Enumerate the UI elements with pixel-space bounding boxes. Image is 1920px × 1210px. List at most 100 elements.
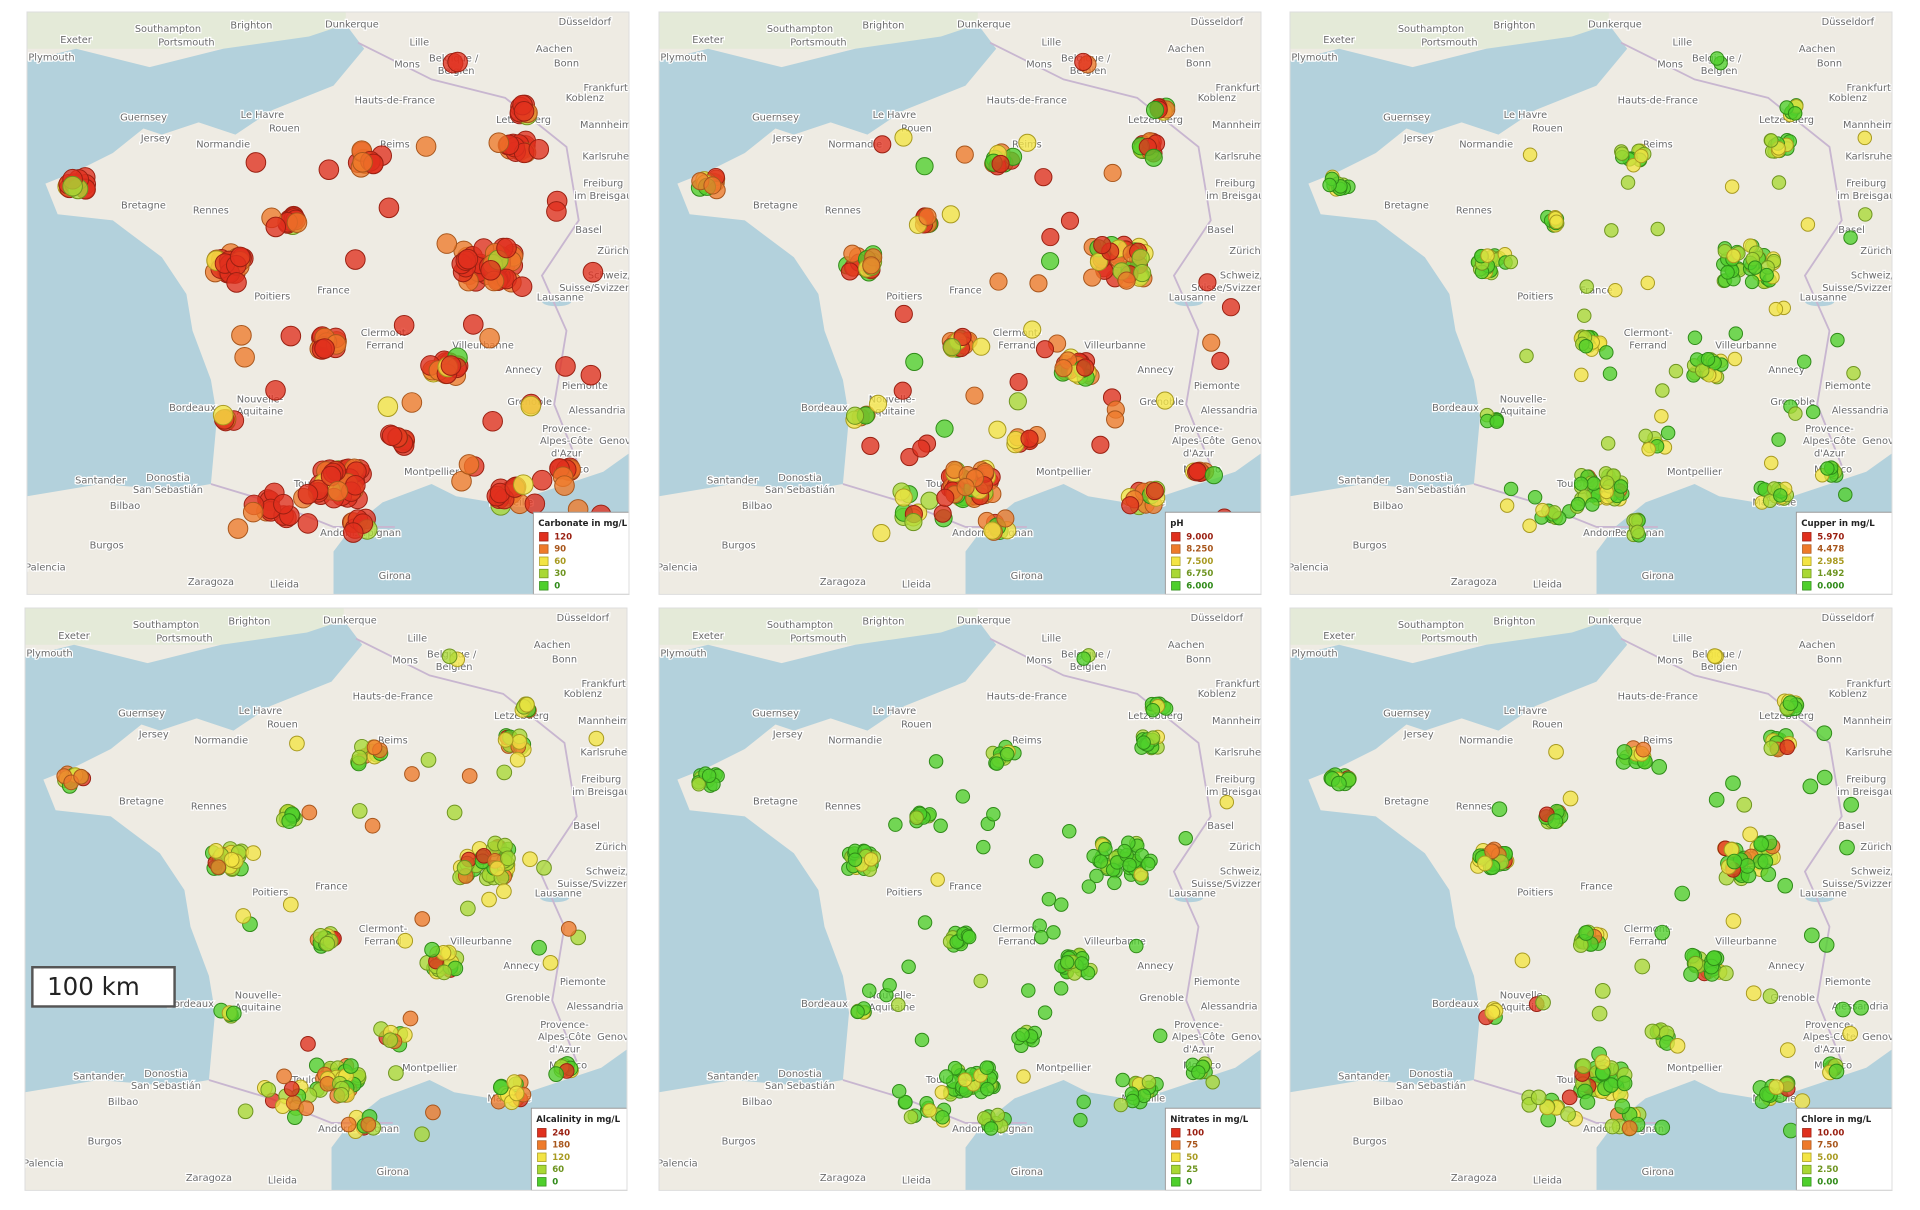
place-label: Zaragoza — [186, 1173, 232, 1184]
sample-dot — [1577, 308, 1592, 323]
sample-dot — [73, 768, 90, 785]
sample-dot — [457, 248, 479, 270]
place-label: Le Havre — [873, 110, 916, 121]
map-content: Exeter Southampton Brighton Portsmouth Plymo… — [1290, 608, 1892, 1191]
place-label: Aachen — [534, 640, 571, 651]
sample-dot — [1035, 340, 1055, 359]
sample-dot — [1480, 248, 1495, 263]
place-label: Hauts-de-France — [355, 95, 435, 106]
sample-dot — [988, 420, 1007, 439]
place-label: Grenoble — [1770, 993, 1815, 1004]
place-label: Rouen — [1532, 719, 1563, 730]
place-label: Donostia — [778, 1069, 821, 1080]
sample-dot — [1076, 651, 1091, 666]
place-label: Normandie — [1459, 139, 1513, 150]
place-label: Alpes-Côte — [538, 1031, 591, 1043]
place-label: Aquitaine — [235, 1003, 281, 1014]
place-label: Donostia — [146, 473, 189, 484]
place-label: Le Havre — [241, 110, 284, 121]
panel-frame — [26, 11, 630, 595]
sample-dot — [360, 1116, 377, 1133]
sample-dot — [588, 730, 605, 747]
sample-dot — [1117, 271, 1136, 290]
place-label: Belgien — [1701, 662, 1738, 673]
place-label: Bonn — [1186, 654, 1211, 665]
sample-dot — [1514, 952, 1531, 969]
place-label: Lille — [1042, 634, 1062, 645]
sample-dot — [1585, 497, 1600, 512]
sample-dot — [1041, 891, 1057, 907]
place-label: Koblenz — [1829, 689, 1867, 700]
legend-label: 100 — [1186, 1128, 1204, 1138]
sample-dot — [1573, 476, 1589, 492]
legend-swatch — [539, 556, 549, 566]
sample-dot — [234, 346, 255, 368]
legend-swatch — [1171, 1177, 1181, 1187]
sample-dot — [1604, 1118, 1621, 1135]
sample-dot — [414, 1126, 430, 1143]
place-label: Portsmouth — [790, 634, 846, 645]
sample-dot — [979, 1060, 994, 1075]
sample-dot — [420, 752, 437, 768]
sample-dot — [1794, 1093, 1811, 1109]
sample-dot — [934, 1085, 950, 1100]
sample-dot — [976, 839, 991, 855]
place-label: Freiburg — [1846, 179, 1886, 190]
sample-dot — [229, 246, 251, 268]
sample-dot — [1669, 1037, 1686, 1054]
place-label: Hauts-de-France — [1618, 95, 1698, 106]
sample-dot — [1800, 217, 1816, 232]
sample-dot — [260, 1081, 277, 1098]
lake — [1804, 296, 1835, 307]
sample-dot — [955, 789, 971, 804]
sample-dot — [986, 806, 1001, 822]
sample-dot — [1062, 824, 1077, 839]
legend-label: 120 — [554, 532, 572, 542]
sample-dot — [935, 1110, 950, 1125]
place-label: Burgos — [90, 540, 124, 551]
sample-dot — [226, 272, 247, 293]
sample-dot — [1802, 778, 1819, 795]
sample-dot — [351, 749, 368, 766]
sample-dot — [1720, 265, 1735, 280]
sample-dot — [1522, 147, 1538, 162]
place-label: San Sebastián — [1396, 1080, 1466, 1092]
map-panel: Exeter Southampton Brighton Portsmouth Plymo… — [1288, 11, 1895, 595]
sample-dot — [1093, 236, 1112, 255]
place-label: Zaragoza — [1451, 1173, 1497, 1184]
sample-dot — [1718, 965, 1734, 982]
sea — [659, 24, 997, 497]
place-label: Grenoble — [505, 993, 550, 1004]
lake — [541, 296, 572, 307]
sample-dot — [1530, 1089, 1547, 1106]
legend-box — [1795, 511, 1893, 595]
place-label: Frankfurt — [1847, 679, 1892, 690]
sample-dot — [210, 859, 227, 876]
sample-dot — [1614, 146, 1630, 161]
legend-title: pH — [1170, 519, 1183, 529]
place-label: Lille — [410, 38, 430, 49]
place-label: Normandie — [196, 139, 250, 150]
sample-dot — [1145, 703, 1161, 718]
sample-dot — [1700, 351, 1716, 367]
place-label: Bilbao — [108, 1097, 138, 1108]
place-label: Suisse/Svizzera — [1191, 879, 1267, 890]
place-label: Alpes-Côte — [1172, 1031, 1225, 1043]
place-label: Palencia — [1288, 562, 1329, 573]
sample-dot — [1759, 267, 1774, 283]
sample-dot — [1694, 363, 1710, 378]
place-label: Zürich — [597, 246, 628, 257]
sample-dot — [1634, 958, 1651, 975]
sample-dot — [364, 817, 381, 834]
place-label: Clermont- — [1624, 328, 1673, 339]
legend-label: 6.000 — [1186, 581, 1213, 591]
sample-dot — [980, 1081, 995, 1097]
sample-dot — [935, 419, 954, 438]
place-label: Schweiz/ — [1851, 271, 1895, 282]
sample-dot — [235, 908, 252, 924]
place-label: Plymouth — [28, 52, 74, 63]
place-label: Le Havre — [1504, 706, 1547, 717]
sample-dot — [1145, 481, 1164, 501]
sample-dot — [1113, 1097, 1129, 1113]
place-label: Nouvelle- — [1500, 394, 1547, 405]
